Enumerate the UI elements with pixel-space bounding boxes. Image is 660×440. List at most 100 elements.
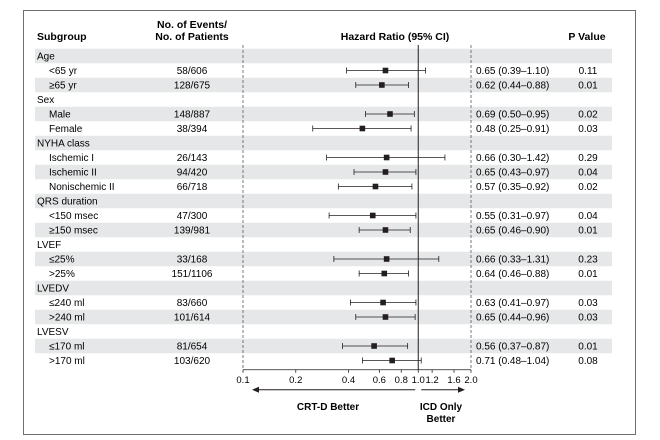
point-estimate: [359, 125, 366, 132]
events-value: 66/718: [177, 182, 208, 193]
p-value: 0.11: [579, 66, 598, 77]
x-axis: 0.1 0.2 0.4 0.6 0.8 1.0 1.2 1.6 2.0: [236, 369, 478, 393]
point-estimate: [389, 357, 395, 364]
point-estimate: [369, 212, 376, 219]
row-band: [35, 251, 612, 267]
subgroup-label: ≥150 msec: [49, 226, 98, 237]
direction-label-right-line1: ICD Only: [420, 402, 463, 413]
axis-tick-label: 0.4: [342, 375, 355, 386]
p-value: 0.03: [578, 313, 598, 324]
axis-tick-label: 0.6: [373, 375, 386, 386]
group-label: LVESV: [37, 327, 69, 338]
subgroup-label: ≤25%: [49, 255, 75, 266]
axis-tick-label: 2.0: [464, 375, 477, 386]
row-band: [35, 338, 612, 354]
row-band: [35, 193, 612, 209]
point-estimate: [387, 111, 393, 117]
group-label: Age: [37, 52, 55, 63]
direction-label-right-line2: Better: [427, 414, 456, 425]
events-value: 128/675: [174, 81, 211, 92]
p-value: 0.08: [578, 356, 598, 367]
axis-tick-label: 1.0: [412, 375, 425, 386]
p-value: 0.03: [578, 298, 598, 309]
axis-tick-label: 1.2: [426, 375, 439, 386]
ci-marks: [312, 67, 446, 364]
point-estimate: [383, 154, 390, 161]
header-p-value: P Value: [568, 31, 605, 43]
header-subgroup: Subgroup: [37, 31, 87, 43]
axis-tick-label: 0.2: [289, 375, 302, 386]
events-value: 38/394: [177, 124, 208, 135]
subgroup-label: Female: [49, 124, 83, 135]
group-label: QRS duration: [37, 197, 98, 208]
p-value: 0.02: [578, 110, 598, 121]
point-estimate: [382, 169, 389, 175]
axis-tick-label: 0.1: [236, 375, 249, 386]
point-estimate: [382, 67, 389, 74]
subgroup-label: Nonischemic II: [49, 182, 115, 193]
row-texts: Age <65 yr 58/606 0.65 (0.39–1.10) 0.11 ≥65 y…: [37, 52, 598, 368]
point-estimate: [371, 343, 377, 349]
p-value: 0.01: [578, 226, 598, 237]
hr-ci-value: 0.57 (0.35–0.92): [476, 182, 549, 193]
row-band: [35, 222, 612, 238]
figure-frame: [23, 10, 636, 435]
events-value: 33/168: [177, 255, 208, 266]
subgroup-label: >25%: [49, 269, 75, 280]
events-value: 81/654: [177, 342, 208, 353]
row-band: [35, 309, 612, 325]
row-band: [35, 135, 612, 151]
hr-ci-value: 0.65 (0.46–0.90): [476, 226, 549, 237]
hr-ci-value: 0.63 (0.41–0.97): [476, 298, 549, 309]
hr-ci-value: 0.55 (0.31–0.97): [476, 211, 549, 222]
hr-ci-value: 0.65 (0.44–0.96): [476, 313, 549, 324]
header-events-line1: No. of Events/: [157, 19, 227, 31]
row-bands: [35, 48, 612, 354]
point-estimate: [372, 183, 379, 190]
subgroup-label: >240 ml: [49, 313, 85, 324]
p-value: 0.23: [578, 255, 598, 266]
subgroup-label: Male: [49, 110, 71, 121]
p-value: 0.02: [578, 182, 598, 193]
events-value: 83/660: [177, 298, 208, 309]
hr-ci-value: 0.56 (0.37–0.87): [476, 342, 549, 353]
point-estimate: [380, 299, 386, 306]
group-label: LVEF: [37, 240, 61, 251]
events-value: 103/620: [174, 356, 211, 367]
subgroup-label: <65 yr: [49, 66, 78, 77]
arrow-left-head: [252, 386, 259, 393]
point-estimate: [381, 270, 388, 277]
axis-tick-label: 1.6: [447, 375, 460, 386]
direction-label-left: CRT-D Better: [297, 402, 359, 413]
hr-ci-value: 0.66 (0.33–1.31): [476, 255, 549, 266]
p-value: 0.03: [578, 124, 598, 135]
events-value: 151/1106: [172, 269, 213, 280]
group-label: NYHA class: [37, 139, 90, 150]
hr-ci-value: 0.69 (0.50–0.95): [476, 110, 549, 121]
header-hazard-ratio: Hazard Ratio (95% CI): [341, 31, 450, 43]
column-dividers: [242, 45, 472, 370]
hr-ci-value: 0.65 (0.43–0.97): [476, 168, 549, 179]
hr-ci-value: 0.66 (0.30–1.42): [476, 153, 549, 164]
hr-ci-value: 0.62 (0.44–0.88): [476, 81, 549, 92]
row-band: [35, 164, 612, 180]
subgroup-label: Ischemic II: [49, 168, 97, 179]
row-band: [35, 77, 612, 93]
subgroup-label: Ischemic I: [49, 153, 94, 164]
hr-ci-value: 0.71 (0.48–1.04): [476, 356, 549, 367]
subgroup-label: ≥65 yr: [49, 81, 77, 92]
events-value: 139/981: [174, 226, 211, 237]
point-estimate: [379, 82, 385, 88]
header-events-line2: No. of Patients: [155, 31, 229, 43]
p-value: 0.01: [578, 342, 598, 353]
subgroup-label: ≤240 ml: [49, 298, 85, 309]
hr-ci-value: 0.64 (0.46–0.88): [476, 269, 549, 280]
subgroup-label: <150 msec: [49, 211, 98, 222]
group-label: Sex: [37, 95, 54, 106]
events-value: 148/887: [174, 110, 211, 121]
p-value: 0.01: [578, 269, 598, 280]
events-value: 101/614: [174, 313, 211, 324]
events-value: 94/420: [177, 168, 208, 179]
hr-ci-value: 0.48 (0.25–0.91): [476, 124, 549, 135]
